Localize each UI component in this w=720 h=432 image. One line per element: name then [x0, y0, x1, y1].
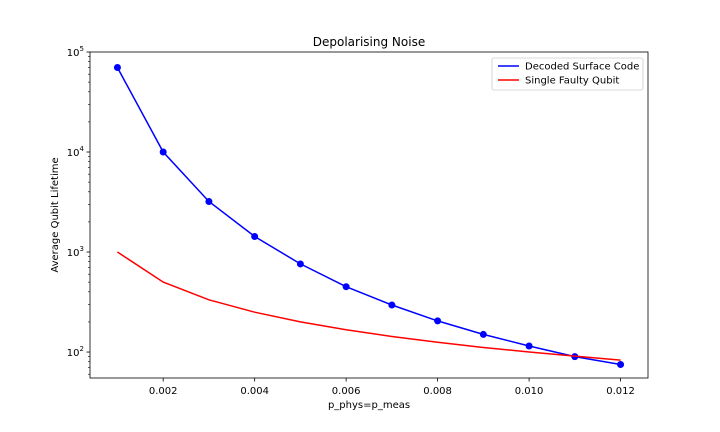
legend-label-surface-code: Decoded Surface Code	[525, 62, 639, 73]
axes-frame	[89, 51, 649, 379]
x-tick-label: 0.008	[423, 386, 452, 397]
y-tick-base: 10	[67, 248, 80, 259]
y-axis-label: Average Qubit Lifetime	[50, 157, 61, 272]
x-tick-label: 0.006	[332, 386, 361, 397]
legend-label-single-qubit: Single Faulty Qubit	[525, 76, 619, 87]
data-point-surface-code	[251, 232, 259, 240]
chart-title: Depolarising Noise	[313, 35, 425, 49]
y-tick-label: 104	[67, 145, 85, 159]
y-tick-label: 102	[67, 345, 84, 359]
x-axis: 0.002 0.004 0.006 0.008 0.010 0.012	[149, 378, 635, 397]
data-point-surface-code	[205, 198, 213, 206]
x-tick-label: 0.012	[606, 386, 635, 397]
data-point-surface-code	[617, 361, 625, 369]
data-point-surface-code	[479, 330, 487, 338]
y-tick-base: 10	[67, 348, 80, 359]
data-point-surface-code	[434, 317, 442, 325]
plot-area	[113, 63, 625, 369]
data-point-surface-code	[342, 283, 350, 291]
series-line-surface-code	[116, 67, 621, 366]
data-point-surface-code	[388, 301, 396, 309]
series-line-single-qubit	[116, 251, 621, 361]
y-tick-exponent: 2	[80, 345, 84, 353]
x-tick-label: 0.004	[240, 386, 269, 397]
x-axis-label: p_phys=p_meas	[328, 400, 410, 411]
y-tick-label: 103	[67, 245, 84, 259]
y-tick-base: 10	[67, 148, 80, 159]
legend: Decoded Surface Code Single Faulty Qubit	[491, 57, 644, 91]
x-tick-label: 0.002	[149, 386, 178, 397]
y-tick-label: 105	[67, 45, 84, 59]
y-tick-exponent: 3	[80, 245, 84, 253]
x-tick-label: 0.010	[515, 386, 544, 397]
data-point-surface-code	[159, 148, 167, 156]
legend-box	[491, 57, 644, 91]
data-point-surface-code	[113, 63, 121, 71]
y-tick-exponent: 4	[80, 145, 85, 153]
data-point-surface-code	[296, 260, 304, 268]
y-tick-base: 10	[67, 48, 80, 59]
y-tick-exponent: 5	[80, 45, 84, 53]
data-point-surface-code	[525, 342, 533, 350]
